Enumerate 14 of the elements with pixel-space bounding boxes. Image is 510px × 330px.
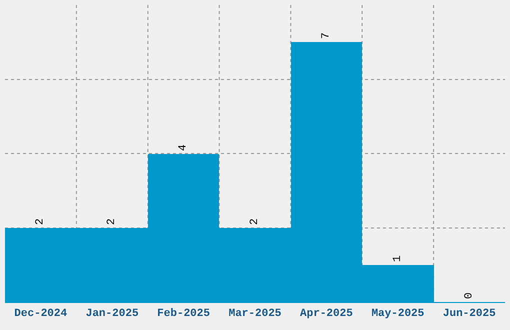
data-label: 4 xyxy=(178,144,190,151)
x-tick-label: Feb-2025 xyxy=(157,308,210,320)
data-label: 0 xyxy=(464,292,476,299)
data-label: 1 xyxy=(392,255,404,262)
x-tick-label: Jan-2025 xyxy=(86,308,139,320)
x-tick-label: Jun-2025 xyxy=(442,308,496,320)
data-label: 2 xyxy=(34,218,46,225)
data-label: 7 xyxy=(320,32,332,39)
data-label: 2 xyxy=(106,218,118,225)
data-label: 2 xyxy=(249,218,261,225)
x-tick-label: May-2025 xyxy=(371,308,425,320)
x-tick-label: Dec-2024 xyxy=(14,308,68,320)
x-tick-label: Apr-2025 xyxy=(300,308,354,320)
x-tick-label: Mar-2025 xyxy=(228,308,282,320)
